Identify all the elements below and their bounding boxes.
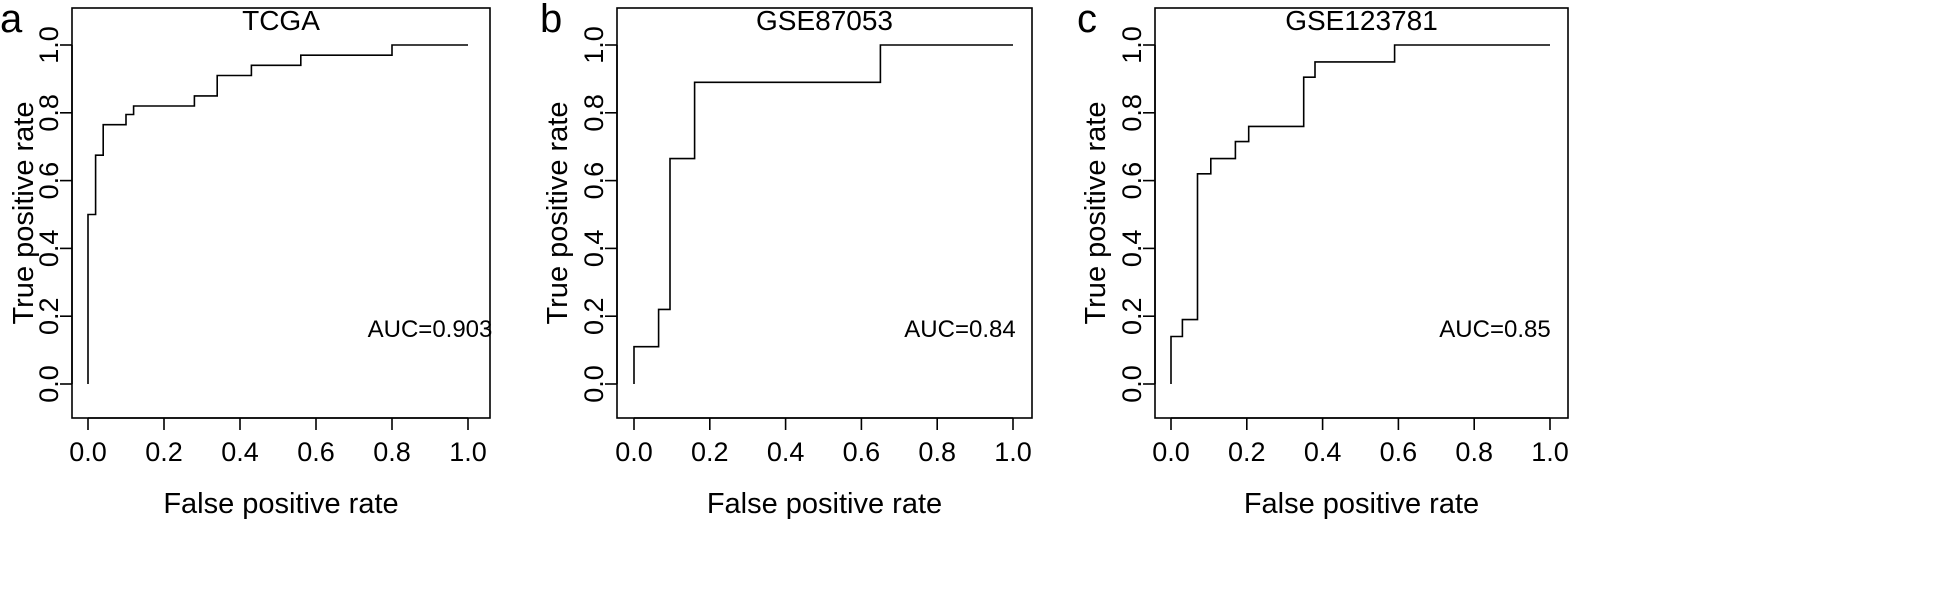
x-tick-label: 0.6	[297, 437, 335, 467]
y-tick-label: 0.2	[34, 297, 64, 335]
y-tick-label: 0.6	[579, 162, 609, 200]
x-tick-label: 1.0	[449, 437, 487, 467]
x-tick-label: 0.6	[1380, 437, 1418, 467]
y-tick-label: 0.4	[1117, 230, 1147, 268]
roc-curve	[87, 44, 468, 384]
auc-annotation: AUC=0.903	[368, 316, 493, 343]
x-axis-label: False positive rate	[163, 488, 398, 520]
panel-title: GSE87053	[756, 5, 893, 36]
x-axis-label: False positive rate	[1244, 488, 1479, 520]
y-tick-label: 0.0	[579, 365, 609, 403]
y-tick-label: 0.0	[1117, 365, 1147, 403]
x-tick-label: 0.6	[843, 437, 881, 467]
panel-title: TCGA	[242, 5, 320, 36]
y-tick-label: 0.2	[1117, 297, 1147, 335]
y-axis-label: True positive rate	[1080, 102, 1112, 325]
x-tick-label: 0.0	[615, 437, 653, 467]
x-tick-label: 0.8	[918, 437, 956, 467]
x-tick-label: 0.4	[767, 437, 805, 467]
panel-letter: c	[1077, 0, 1097, 41]
y-tick-label: 0.6	[34, 162, 64, 200]
y-tick-label: 0.8	[1117, 94, 1147, 132]
x-tick-label: 0.8	[373, 437, 411, 467]
y-tick-label: 0.4	[34, 230, 64, 268]
auc-annotation: AUC=0.84	[904, 316, 1015, 343]
x-tick-label: 0.0	[69, 437, 107, 467]
y-tick-label: 0.6	[1117, 162, 1147, 200]
panel-letter: b	[540, 0, 562, 41]
x-tick-label: 0.8	[1455, 437, 1493, 467]
plot-frame	[71, 7, 491, 419]
y-axis-label: True positive rate	[542, 102, 574, 325]
panel-title: GSE123781	[1285, 5, 1438, 36]
y-tick-label: 1.0	[579, 26, 609, 64]
x-axis-label: False positive rate	[707, 488, 942, 520]
y-tick-label: 1.0	[34, 26, 64, 64]
panel-c: 0.0 0.2 0.4 0.6 0.8 1.0 0.0 0.2 0.4 0.6 0.8 1.0 Fals…	[1077, 0, 1569, 520]
roc-curve	[633, 44, 1013, 384]
y-tick-label: 0.8	[34, 94, 64, 132]
y-tick-label: 1.0	[1117, 26, 1147, 64]
panel-b: 0.0 0.2 0.4 0.6 0.8 1.0 0.0 0.2 0.4 0.6 0.8 1.0 Fals…	[540, 0, 1033, 520]
x-tick-label: 0.4	[221, 437, 259, 467]
x-tick-label: 1.0	[994, 437, 1032, 467]
y-tick-label: 0.4	[579, 230, 609, 268]
x-tick-label: 1.0	[1531, 437, 1569, 467]
x-tick-label: 0.2	[691, 437, 729, 467]
x-tick-label: 0.4	[1304, 437, 1342, 467]
x-tick-label: 0.2	[145, 437, 183, 467]
y-tick-label: 0.2	[579, 297, 609, 335]
x-tick-label: 0.2	[1228, 437, 1266, 467]
plot-frame	[1154, 7, 1569, 419]
roc-curve	[1170, 44, 1550, 384]
plot-frame	[616, 7, 1033, 419]
panel-letter: a	[0, 0, 23, 41]
x-tick-label: 0.0	[1152, 437, 1190, 467]
y-tick-label: 0.8	[579, 94, 609, 132]
y-tick-label: 0.0	[34, 365, 64, 403]
panel-a: 0.0 0.2 0.4 0.6 0.8 1.0 0.0 0.2 0.4 0.6 0.8 1.0 Fals…	[0, 0, 492, 520]
auc-annotation: AUC=0.85	[1439, 316, 1550, 343]
y-axis-label: True positive rate	[8, 102, 40, 325]
